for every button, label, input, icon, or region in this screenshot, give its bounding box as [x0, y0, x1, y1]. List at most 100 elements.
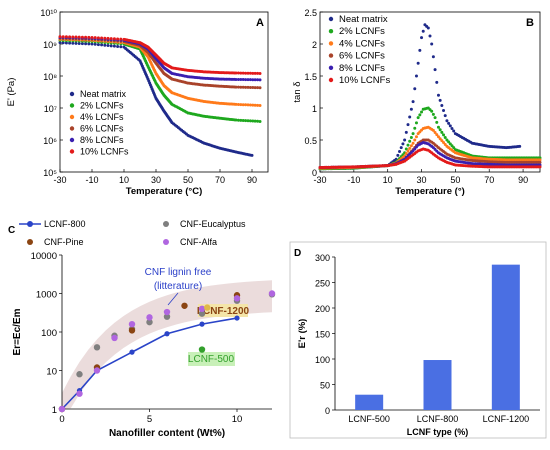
data-point — [438, 128, 442, 132]
data-point — [436, 125, 440, 129]
data-point — [414, 135, 418, 139]
data-point — [93, 42, 97, 46]
data-point — [409, 107, 413, 111]
x-tick-label: -10 — [85, 175, 98, 185]
plot-frame — [319, 11, 541, 173]
data-point — [258, 78, 262, 82]
data-point — [163, 313, 171, 320]
data-point — [90, 42, 94, 46]
data-point — [414, 121, 418, 125]
data-point — [100, 43, 104, 47]
y-tick-label: 300 — [315, 253, 330, 263]
data-point — [448, 124, 452, 128]
data-point — [538, 160, 542, 164]
data-point — [411, 149, 415, 153]
panel-frame — [289, 241, 547, 439]
data-point — [198, 305, 206, 313]
data-point — [116, 44, 120, 48]
legend-label: 10% LCNFs — [339, 75, 390, 86]
y-tick-label: 10⁸ — [43, 72, 57, 82]
data-point — [116, 37, 120, 41]
data-point — [436, 93, 440, 97]
data-point — [256, 71, 260, 75]
x-tick-label: -30 — [313, 175, 326, 185]
data-point — [68, 35, 72, 39]
legend-label: Neat matrix — [80, 89, 127, 99]
x-tick-label: -30 — [53, 175, 66, 185]
y-tick-label: 50 — [320, 381, 330, 391]
legend-marker — [27, 221, 33, 227]
data-point — [251, 78, 255, 82]
data-point — [404, 130, 408, 134]
data-point — [431, 112, 435, 116]
data-point — [244, 119, 248, 123]
data-point — [109, 37, 113, 41]
data-point — [253, 71, 257, 75]
y-tick-label: 10000 — [31, 251, 57, 262]
data-point — [146, 318, 153, 326]
data-point — [404, 151, 408, 155]
data-point — [420, 36, 424, 40]
data-point — [416, 61, 420, 65]
data-point — [236, 77, 240, 81]
data-point — [146, 314, 153, 321]
data-point — [396, 153, 400, 157]
data-point — [251, 119, 255, 123]
y-axis-label: Er=Ec/Em — [12, 308, 23, 355]
x-tick-label: 90 — [518, 175, 528, 185]
data-point — [440, 103, 444, 107]
data-point — [452, 129, 456, 133]
data-point — [253, 103, 257, 107]
data-point — [258, 119, 262, 123]
data-point — [93, 367, 101, 374]
x-tick-label: -10 — [347, 175, 360, 185]
panel-letter: D — [294, 248, 301, 259]
x-tick-label: 10 — [119, 175, 129, 185]
data-point — [431, 55, 435, 59]
data-point — [414, 145, 418, 149]
data-point — [103, 36, 107, 40]
legend-marker — [328, 29, 334, 34]
data-point — [246, 71, 250, 75]
x-tick-label: 0 — [59, 414, 64, 425]
x-tick-label: LCNF-800 — [417, 414, 459, 424]
legend-label: CNF-Alfa — [180, 237, 217, 247]
data-point — [433, 68, 437, 72]
y-tick-label: 250 — [315, 279, 330, 289]
y-tick-label: 10⁵ — [43, 168, 57, 178]
data-point — [163, 308, 171, 316]
legend-label: Neat matrix — [339, 14, 388, 25]
data-point — [248, 85, 252, 89]
legend-label: 4% LCNFs — [80, 112, 124, 122]
panel-b: -30 -10 10 30 50 70 90 0 0.5 1 1.5 2 2.5 Temperature … — [292, 8, 542, 197]
data-point — [64, 35, 68, 39]
y-tick-label: 10⁶ — [43, 136, 57, 146]
data-point — [435, 133, 439, 137]
x-tick-label: 50 — [450, 175, 460, 185]
data-point — [77, 35, 81, 39]
data-point — [447, 140, 451, 144]
data-point — [438, 98, 442, 102]
data-point — [236, 71, 240, 75]
data-point — [164, 331, 170, 337]
data-point — [442, 109, 446, 113]
data-point — [241, 85, 245, 89]
legend-marker — [69, 149, 75, 154]
data-point — [251, 86, 255, 90]
panel-letter: C — [8, 225, 15, 236]
panel-c: C 0 5 10 1 10 100 1000 10000 Nanofiller content (… — [8, 219, 276, 439]
data-point — [538, 165, 542, 169]
data-point — [399, 146, 403, 150]
legend-marker — [328, 41, 334, 46]
data-point — [112, 44, 116, 48]
y-tick-label: 2.5 — [304, 8, 317, 18]
data-point — [413, 138, 417, 142]
bar — [423, 360, 452, 410]
data-point — [64, 41, 68, 45]
data-point — [181, 302, 188, 309]
x-tick-label: 70 — [484, 175, 494, 185]
data-point — [74, 35, 78, 39]
y-tick-label: 100 — [41, 328, 57, 339]
data-point — [253, 119, 257, 123]
y-tick-label: 10⁷ — [44, 104, 57, 114]
